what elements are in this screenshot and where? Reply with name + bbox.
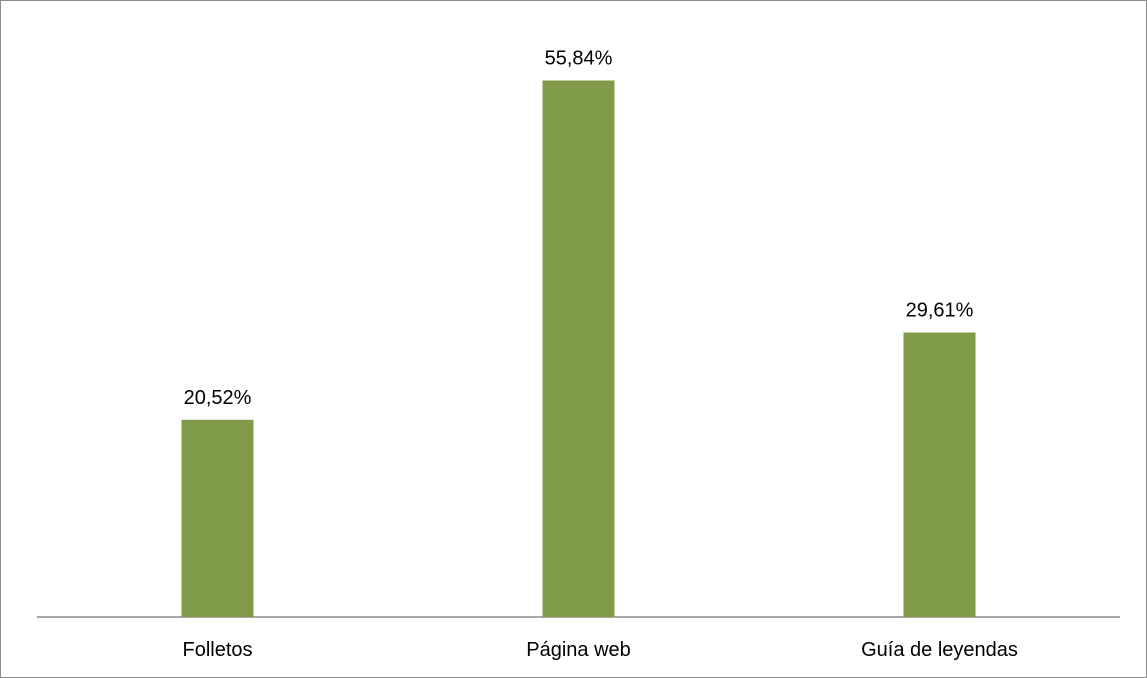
category-label-3: Guía de leyendas: [861, 639, 1018, 661]
bar-3: [903, 332, 976, 617]
bars-group: [181, 80, 976, 617]
data-label-1: 20,52%: [184, 387, 252, 409]
category-label-1: Folletos: [182, 639, 252, 661]
category-label-2: Página web: [526, 639, 631, 661]
data-label-3: 29,61%: [906, 300, 974, 322]
category-labels-group: Folletos Página web Guía de leyendas: [182, 639, 1017, 661]
data-label-2: 55,84%: [545, 48, 613, 70]
value-labels-group: 20,52% 55,84% 29,61%: [184, 48, 974, 409]
bar-2: [542, 80, 615, 617]
bar-1: [181, 419, 254, 617]
